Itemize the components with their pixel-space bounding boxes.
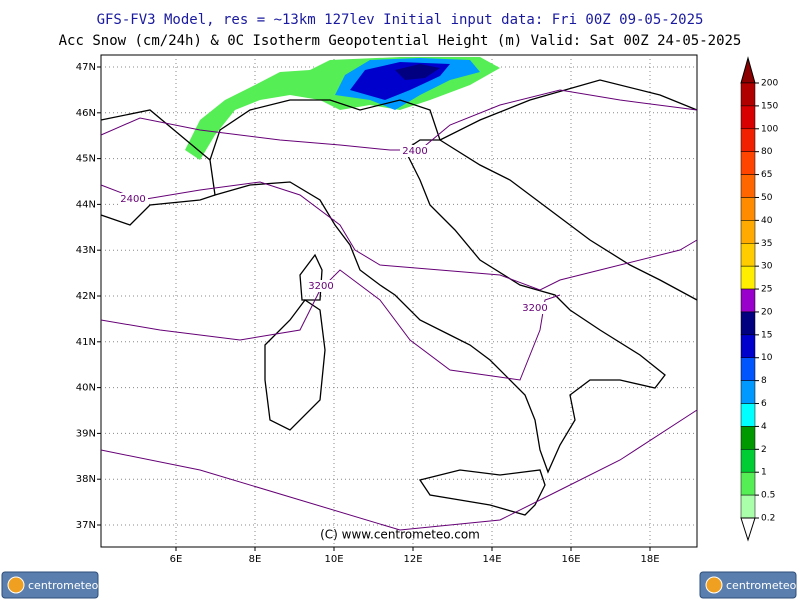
lat-label: 37N	[76, 520, 96, 531]
lon-label: 10E	[324, 554, 343, 565]
border	[100, 79, 698, 226]
legend-swatch	[740, 449, 756, 473]
legend-swatch	[740, 494, 756, 519]
legend-label: 150	[761, 101, 778, 111]
legend-label: 25	[761, 285, 772, 295]
contours	[100, 89, 698, 531]
legend-label: 2	[761, 445, 767, 455]
map: 2400 2400 3200 3200 47N 46N 45N 44N 43N 42N 41N 40…	[76, 54, 698, 565]
legend-label: 15	[761, 330, 772, 340]
legend-swatch	[740, 334, 756, 358]
legend-arrow	[740, 56, 756, 84]
legend-arrow	[740, 517, 756, 542]
contour-label-bg	[306, 280, 336, 292]
contour-label: 2400	[120, 194, 145, 205]
italy-coast	[209, 99, 666, 474]
legend-label: 80	[761, 147, 773, 157]
contour-label: 3200	[522, 303, 547, 314]
lat-label: 38N	[76, 474, 96, 485]
legend-swatch	[740, 265, 756, 290]
snow-areas	[185, 57, 500, 160]
balkan-coast	[439, 139, 698, 301]
legend-swatch	[740, 105, 756, 130]
legend-swatch	[740, 471, 756, 496]
sicily	[418, 469, 546, 516]
sardinia	[264, 299, 326, 431]
lat-label: 47N	[76, 62, 96, 73]
lat-label: 43N	[76, 245, 96, 256]
legend-label: 200	[761, 79, 778, 89]
legend-label: 40	[761, 216, 773, 226]
lat-label: 45N	[76, 154, 96, 165]
lat-label: 46N	[76, 108, 96, 119]
legend-swatch	[740, 174, 756, 198]
contour-label: 3200	[308, 281, 333, 292]
legend-swatch	[740, 288, 756, 313]
logo-box	[1, 571, 99, 599]
lat-label: 41N	[76, 337, 96, 348]
axis-labels: 47N 46N 45N 44N 43N 42N 41N 40N 39N 38N 37N 6E 8E 10E…	[76, 62, 660, 565]
legend-swatch	[740, 243, 756, 267]
legend-label: 0.5	[761, 491, 775, 501]
lon-label: 6E	[170, 554, 183, 565]
legend-label: 8	[761, 376, 767, 386]
legend-swatch	[740, 380, 756, 404]
legend-swatch	[740, 197, 756, 221]
legend-label: 20	[761, 307, 773, 317]
legend-swatch	[740, 128, 756, 152]
legend-swatch	[740, 357, 756, 381]
snow-area	[395, 64, 440, 80]
lon-label: 18E	[640, 554, 659, 565]
title-line-1: GFS-FV3 Model, res = ~13km 127lev Initia…	[97, 12, 704, 28]
grid	[101, 55, 697, 547]
lat-label: 44N	[76, 199, 96, 210]
lon-label: 8E	[249, 554, 262, 565]
contour-label: 2400	[402, 146, 427, 157]
title-line-2: Acc Snow (cm/24h) & 0C Isotherm Geopoten…	[59, 33, 742, 49]
legend-swatch	[740, 220, 756, 244]
legend-swatch	[740, 426, 756, 450]
lon-label: 14E	[482, 554, 501, 565]
logo-box	[699, 571, 797, 599]
contour	[100, 269, 561, 381]
legend: 200 150 100 80 65 50 40 35 30 25 20 15 10 8 6 4 2 1 0.5 0.2	[740, 56, 778, 542]
logo-icon	[7, 576, 25, 594]
legend-label: 50	[761, 193, 773, 203]
logos: centrometeo centrometeo	[1, 571, 797, 599]
contour-label-bg	[118, 193, 148, 205]
logo-text: centrometeo	[28, 579, 99, 592]
legend-label: 4	[761, 422, 767, 432]
legend-label: 10	[761, 353, 773, 363]
lat-label: 39N	[76, 428, 96, 439]
logo-icon	[705, 576, 723, 594]
legend-label: 30	[761, 262, 773, 272]
lon-label: 12E	[403, 554, 422, 565]
legend-swatch	[740, 311, 756, 336]
legend-swatch	[740, 82, 756, 107]
legend-label: 0.2	[761, 514, 775, 524]
copyright: (C) www.centrometeo.com	[320, 528, 480, 542]
legend-label: 1	[761, 468, 767, 478]
legend-swatch	[740, 151, 756, 175]
map-frame	[100, 54, 698, 548]
legend-label: 35	[761, 239, 772, 249]
logo-text: centrometeo	[726, 579, 797, 592]
contour-labels: 2400 2400 3200 3200	[118, 145, 550, 314]
contour-label-bg	[520, 302, 550, 314]
lat-label: 40N	[76, 383, 96, 394]
lon-label: 16E	[561, 554, 580, 565]
legend-swatch	[740, 403, 756, 427]
contour	[100, 409, 698, 531]
legend-label: 6	[761, 399, 767, 409]
lat-label: 42N	[76, 291, 96, 302]
contour-label-bg	[400, 145, 430, 157]
legend-label: 100	[761, 124, 778, 134]
contour	[100, 181, 698, 291]
legend-label: 65	[761, 170, 772, 180]
